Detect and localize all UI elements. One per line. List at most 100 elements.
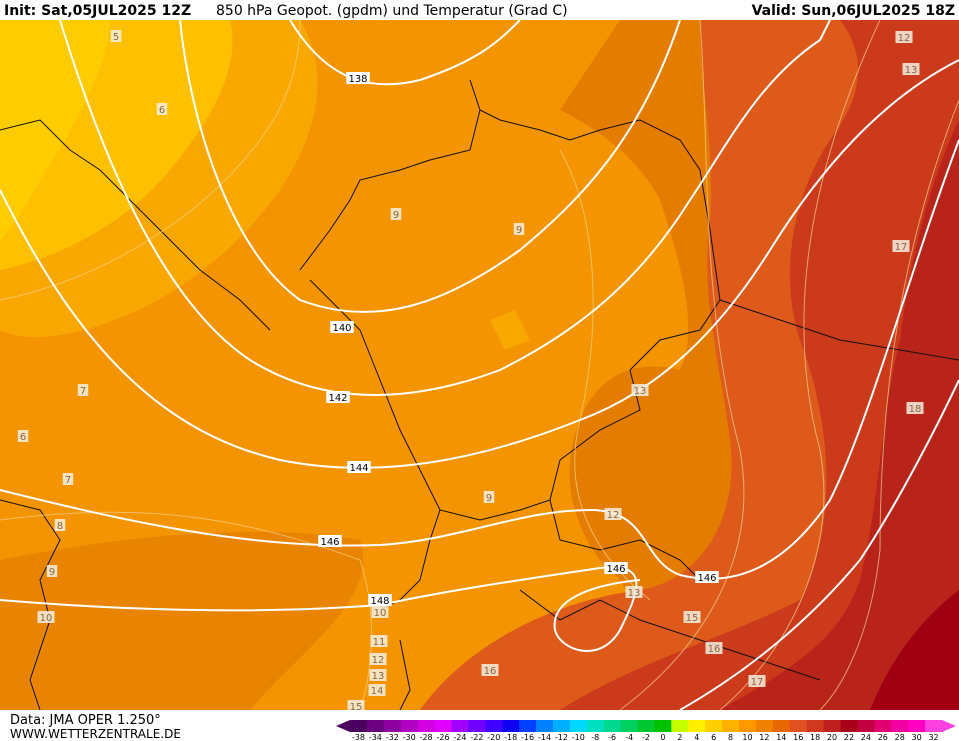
temperature-label: 16 xyxy=(708,644,721,655)
colorbar-label: 8 xyxy=(728,733,733,741)
label-box xyxy=(481,664,499,676)
temperature-label: 12 xyxy=(607,510,620,521)
label-box xyxy=(513,223,525,235)
colorbar-swatch xyxy=(502,720,520,732)
colorbar-label: -24 xyxy=(453,733,466,741)
colorbar-label: 18 xyxy=(810,733,820,741)
colorbar-swatch xyxy=(806,720,825,732)
colorbar-label: 22 xyxy=(844,733,854,741)
temperature-label: 17 xyxy=(751,677,764,688)
temp-band xyxy=(720,120,959,710)
colorbar-swatch xyxy=(823,720,842,732)
colorbar-swatch xyxy=(485,720,503,732)
temp-band xyxy=(490,310,530,350)
geopotential-label: 148 xyxy=(370,596,389,607)
temperature-label: 5 xyxy=(113,32,119,43)
label-box xyxy=(631,384,649,396)
temperature-label: 9 xyxy=(486,493,492,504)
colorbar-label: 20 xyxy=(827,733,837,741)
temperature-label: 17 xyxy=(895,242,908,253)
colorbar-label: -22 xyxy=(470,733,483,741)
label-box xyxy=(390,208,402,220)
temperature-label: 13 xyxy=(628,588,641,599)
label-box xyxy=(604,508,622,520)
colorbar-swatch xyxy=(722,720,740,732)
map xyxy=(0,19,959,711)
colorbar-swatch xyxy=(468,720,486,732)
colorbar-swatch xyxy=(772,720,791,732)
colorbar-label: -16 xyxy=(521,733,534,741)
borders xyxy=(0,79,959,711)
colorbar-label: 2 xyxy=(677,733,682,741)
colorbar-swatch xyxy=(840,720,858,732)
colorbar-label: -2 xyxy=(642,733,650,741)
colorbar-swatch xyxy=(400,720,419,732)
geopotential-label: 140 xyxy=(332,323,351,334)
label-box xyxy=(346,72,370,84)
temperature-label: 11 xyxy=(373,637,386,648)
init-time: Init: Sat,05JUL2025 12Z xyxy=(4,3,191,19)
colorbar-label: 10 xyxy=(742,733,752,741)
temperature-label: 15 xyxy=(686,613,699,624)
colorbar-label: 26 xyxy=(878,733,888,741)
label-box xyxy=(62,473,74,485)
colorbar-swatch xyxy=(789,720,808,732)
label-box xyxy=(705,642,723,654)
colorbar-swatch xyxy=(688,720,706,732)
colorbar-label: -32 xyxy=(386,733,399,741)
geopotential-label: 144 xyxy=(349,463,368,474)
valid-time: Valid: Sun,06JUL2025 18Z xyxy=(752,3,955,19)
colorbar-swatch xyxy=(925,720,943,732)
label-box xyxy=(371,606,389,618)
colorbar-label: -34 xyxy=(369,733,382,741)
colorbar-label: -18 xyxy=(504,733,517,741)
label-box xyxy=(748,675,766,687)
map-title: 850 hPa Geopot. (gpdm) und Temperatur (G… xyxy=(216,3,568,19)
colorbar-label: 28 xyxy=(895,733,905,741)
label-box xyxy=(330,321,354,333)
geopotential-contours xyxy=(0,19,959,711)
label-box xyxy=(902,63,920,75)
temperature-label: 7 xyxy=(65,475,71,486)
colorbar-label: -6 xyxy=(608,733,616,741)
temperature-label: 13 xyxy=(372,671,385,682)
colorbar-label: -12 xyxy=(555,733,568,741)
colorbar-label: 32 xyxy=(928,733,938,741)
colorbar-swatch xyxy=(603,720,622,732)
temperature-label: 7 xyxy=(80,386,86,397)
label-box xyxy=(695,571,719,583)
label-box xyxy=(483,491,495,503)
temp-band xyxy=(0,20,110,240)
label-box xyxy=(17,430,29,442)
colorbar-swatch xyxy=(874,720,892,732)
colorbar-label: -30 xyxy=(403,733,416,741)
temperature-label: 9 xyxy=(516,225,522,236)
temperature-label: 9 xyxy=(49,567,55,578)
temp-band xyxy=(870,590,959,710)
geopotential-label: 142 xyxy=(328,393,347,404)
label-box xyxy=(892,240,910,252)
colorbar-swatch xyxy=(755,720,774,732)
colorbar-arrow-right xyxy=(942,720,956,732)
colorbar-swatch xyxy=(891,720,909,732)
temperature-label: 15 xyxy=(350,702,363,713)
colorbar-label: 24 xyxy=(861,733,871,741)
label-box xyxy=(326,391,350,403)
colorbar-swatch xyxy=(857,720,875,732)
label-box xyxy=(368,684,386,696)
colorbar-label: -20 xyxy=(487,733,500,741)
colorbar-label: -26 xyxy=(436,733,449,741)
temperature-label: 16 xyxy=(484,666,497,677)
temperature-label: 10 xyxy=(374,608,387,619)
colorbar-arrow-left xyxy=(336,720,350,732)
label-box xyxy=(895,31,913,43)
label-box xyxy=(347,461,371,473)
colorbar-swatch xyxy=(637,720,655,732)
temperature-label: 10 xyxy=(40,613,53,624)
label-box xyxy=(625,586,643,598)
colorbar-label: -38 xyxy=(352,733,365,741)
colorbar-swatch xyxy=(569,720,588,732)
colorbar-swatch xyxy=(417,720,436,732)
colorbar-swatch xyxy=(671,720,689,732)
